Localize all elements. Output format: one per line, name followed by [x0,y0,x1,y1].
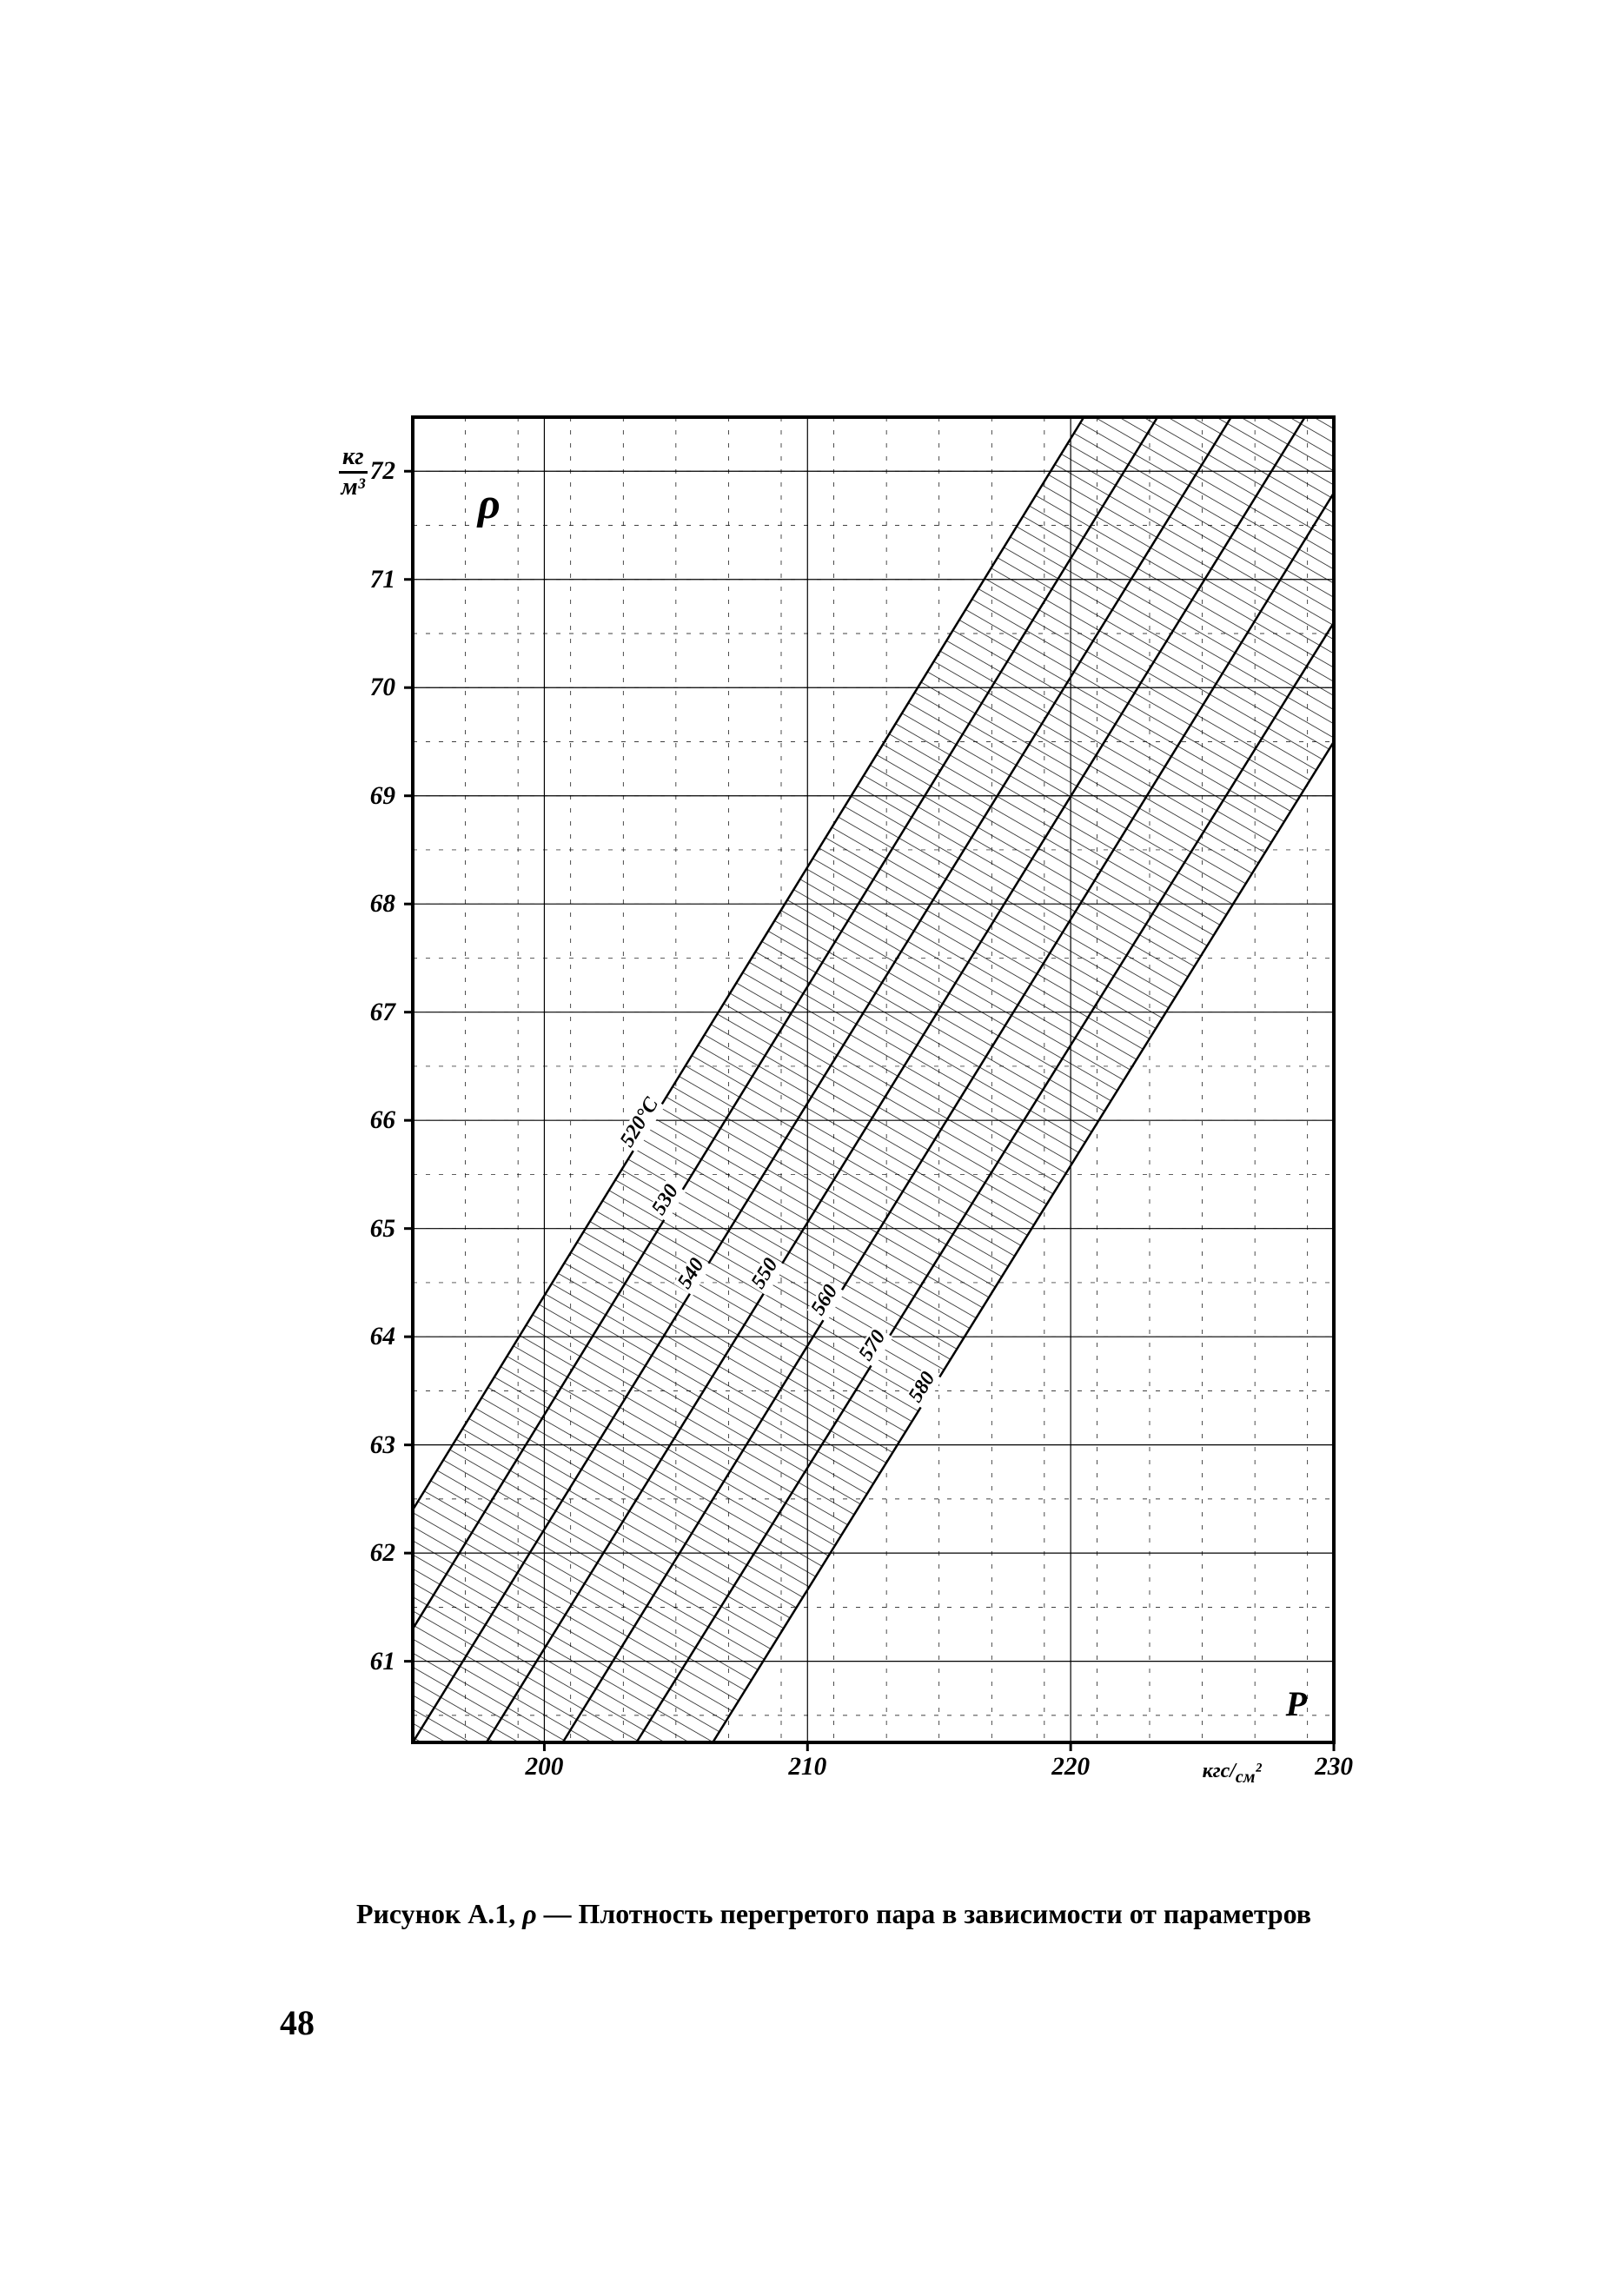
chart-svg: 520°C530540550560570580 [413,417,1334,1742]
caption-suffix: — Плотность перегретого пара в зависимос… [537,1899,1311,1929]
x-tick-label: 230 [1299,1753,1369,1782]
chart-area: 520°C530540550560570580 [413,417,1334,1742]
caption-prefix: Рисунок А.1, [356,1899,522,1929]
p-symbol: P [1286,1683,1307,1724]
caption-symbol: ρ [522,1899,536,1929]
y-tick-label: 63 [352,1431,395,1460]
y-tick-label: 67 [352,999,395,1027]
page: кг м³ 520°C530540550560570580 ρ P кгс/см… [0,0,1598,2296]
x-tick-label: 220 [1036,1753,1105,1782]
x-tick-label: 200 [509,1753,579,1782]
y-tick-label: 72 [352,457,395,486]
y-tick-label: 62 [352,1539,395,1568]
figure-caption: Рисунок А.1, ρ — Плотность перегретого п… [356,1899,1311,1930]
y-tick-label: 66 [352,1106,395,1135]
x-tick-label: 210 [772,1753,842,1782]
x-axis-unit: кгс/см² [1203,1760,1262,1788]
y-tick-label: 71 [352,566,395,594]
y-tick-label: 64 [352,1323,395,1351]
page-number: 48 [280,2002,315,2043]
rho-symbol: ρ [478,478,501,528]
y-tick-label: 68 [352,890,395,919]
y-tick-label: 69 [352,782,395,811]
y-tick-label: 61 [352,1648,395,1676]
y-tick-label: 65 [352,1215,395,1244]
y-tick-label: 70 [352,674,395,702]
